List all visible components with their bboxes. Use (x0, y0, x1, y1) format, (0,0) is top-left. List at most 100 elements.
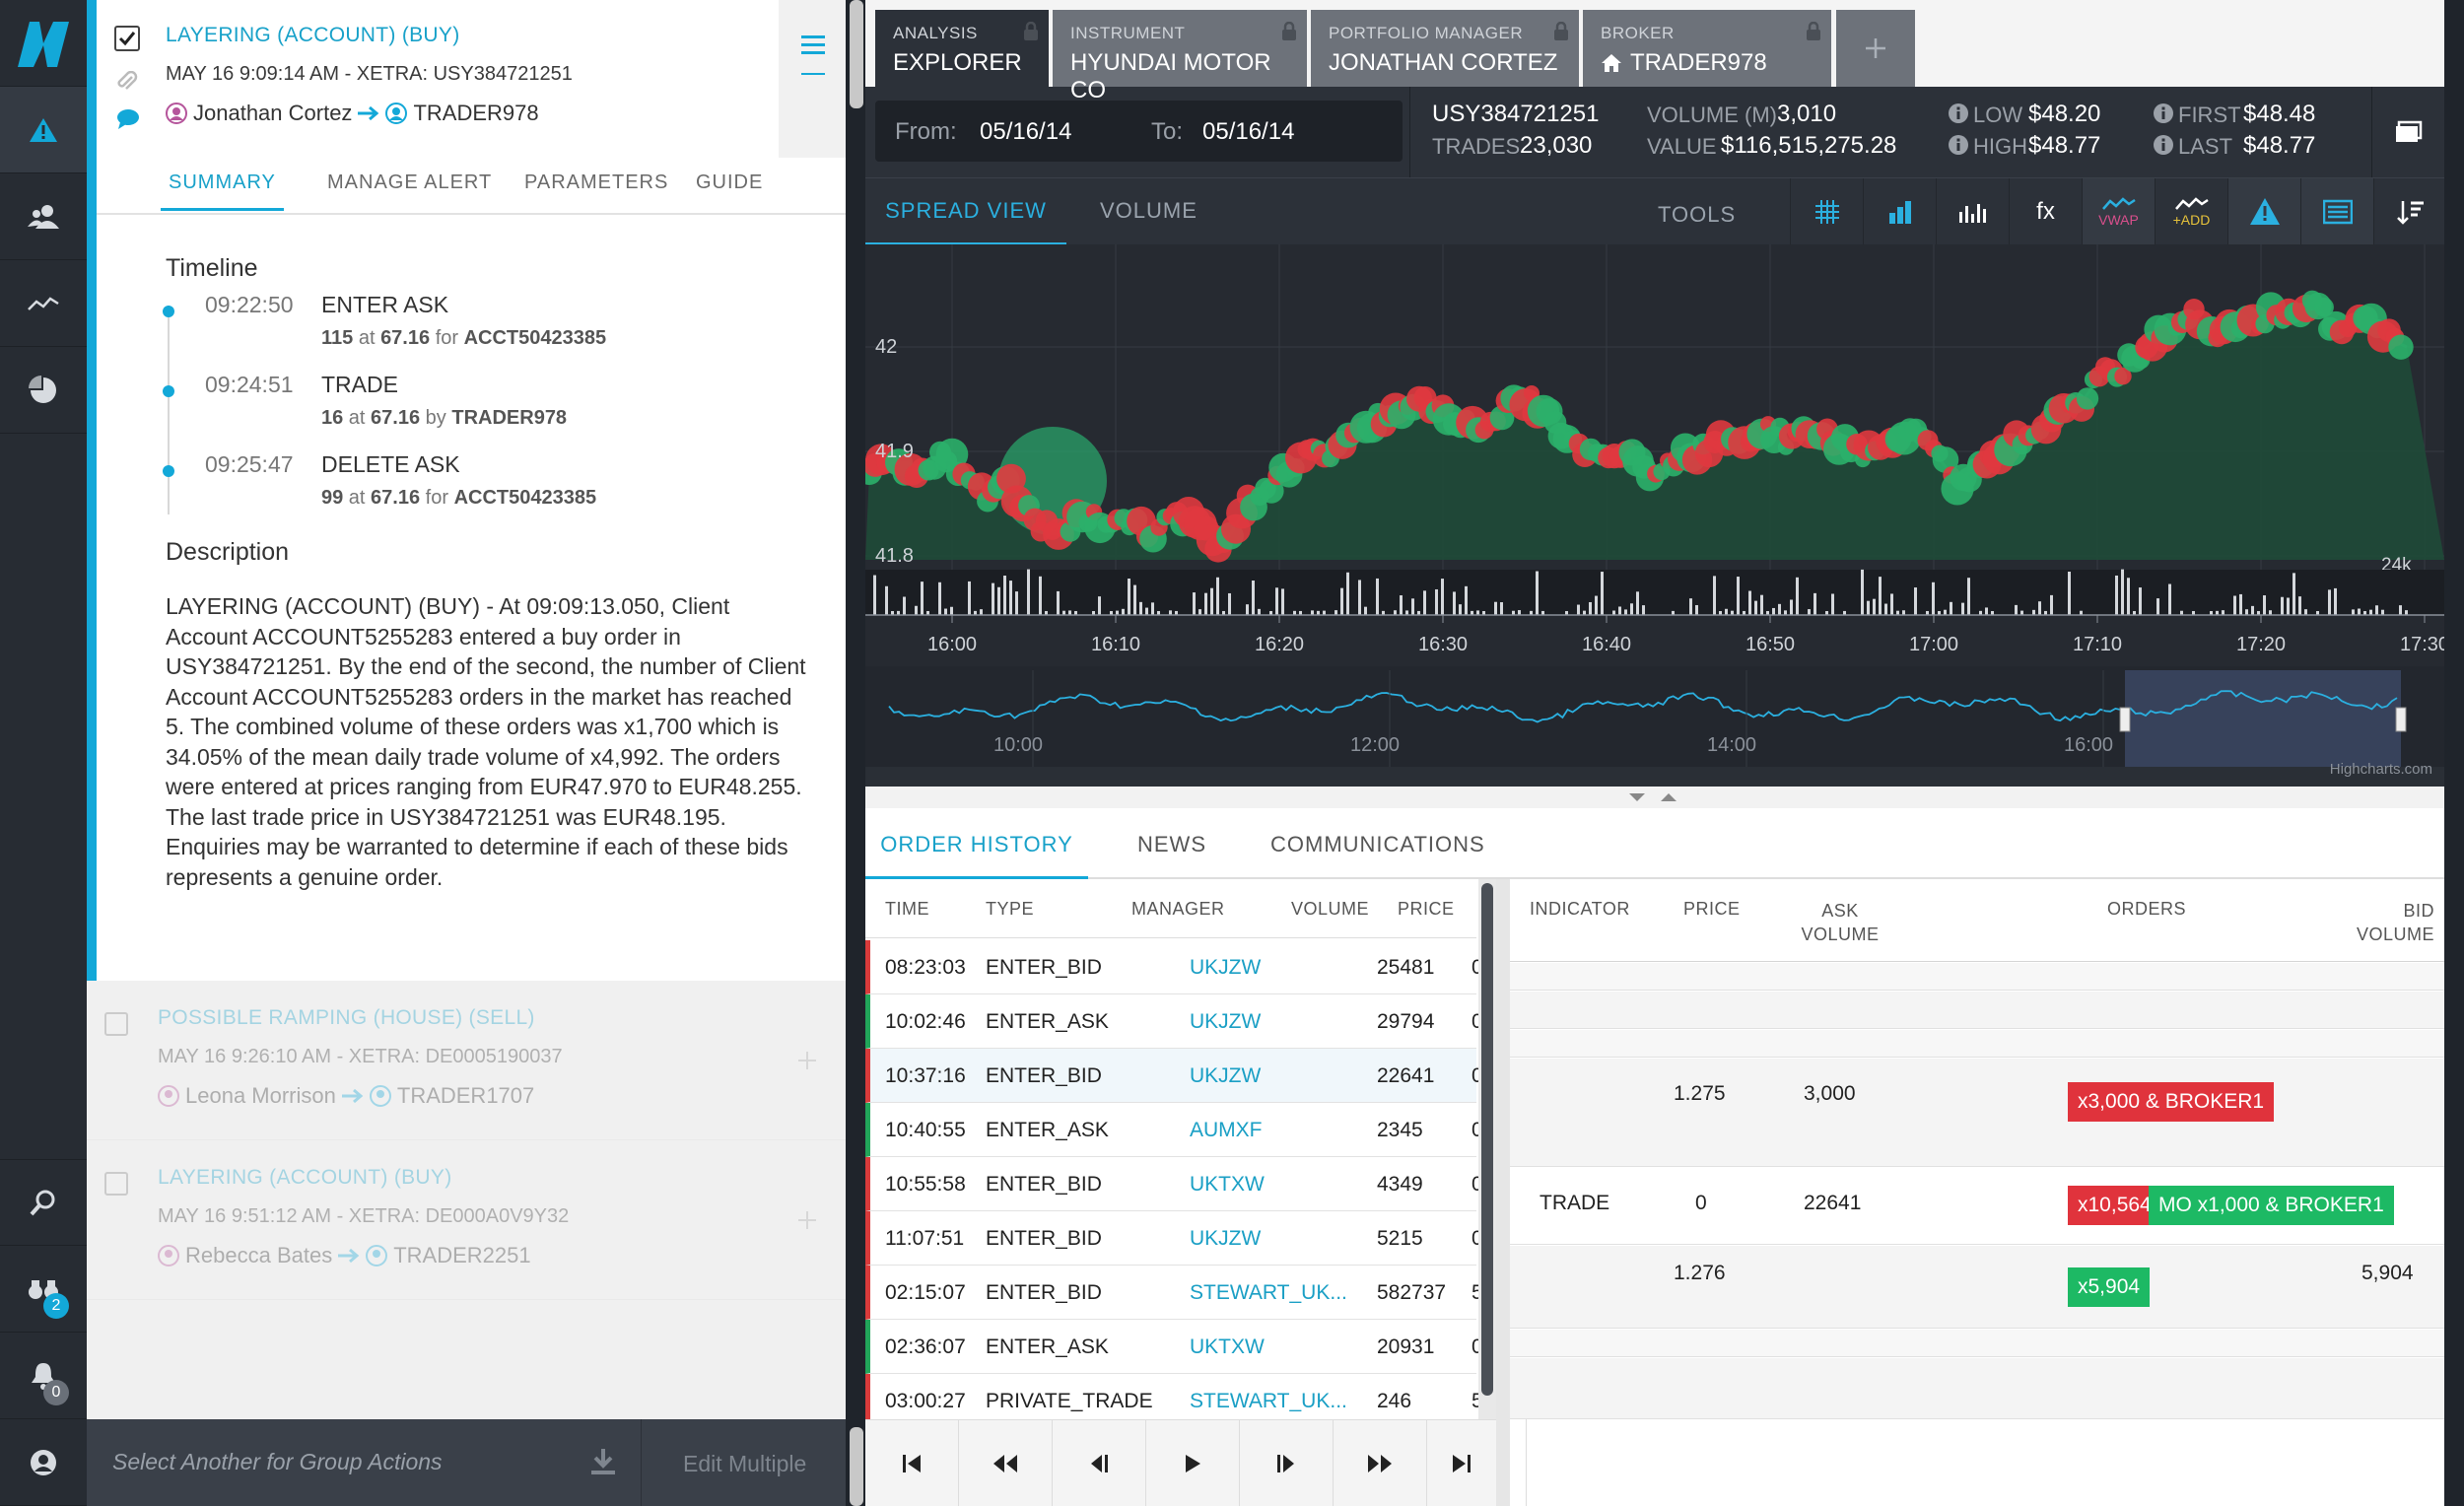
context-tab-analysis[interactable]: ANALYSIS EXPLORER (875, 10, 1049, 87)
order-manager-link[interactable]: UKJZW (1190, 956, 1262, 979)
skip-end-icon[interactable] (1427, 1420, 1496, 1506)
sort-icon[interactable] (2373, 178, 2446, 245)
tab-news[interactable]: NEWS (1137, 832, 1206, 856)
bid-order-chip[interactable]: x5,904 (2068, 1267, 2151, 1307)
order-row[interactable]: 10:37:16 ENTER_BID UKJZW 22641 0 (865, 1049, 1483, 1103)
order-manager-link[interactable]: UKTXW (1190, 1173, 1265, 1196)
splitter[interactable] (865, 787, 2444, 808)
col-indicator[interactable]: INDICATOR (1530, 899, 1630, 919)
fast-forward-icon[interactable] (1334, 1420, 1427, 1506)
order-row[interactable]: 02:36:07 ENTER_ASK UKTXW 20931 0 (865, 1320, 1483, 1374)
left-scrollbar[interactable] (850, 0, 863, 108)
bar-chart-icon[interactable] (1863, 178, 1936, 245)
order-manager-link[interactable]: UKJZW (1190, 1064, 1262, 1087)
tab-spread-view[interactable]: SPREAD VIEW (865, 198, 1066, 245)
edit-multiple-button[interactable]: Edit Multiple (683, 1451, 807, 1476)
tab-guide[interactable]: GUIDE (696, 171, 764, 193)
tab-volume[interactable]: VOLUME (1100, 198, 1198, 223)
ladder-row[interactable]: 1.276 x5,904 5,904 (1510, 1246, 2444, 1329)
order-manager-link[interactable]: UKTXW (1190, 1335, 1265, 1358)
order-manager-link[interactable]: STEWART_UK... (1190, 1281, 1347, 1304)
alert-card[interactable]: LAYERING (ACCOUNT) (BUY) MAY 16 9:51:12 … (87, 1140, 846, 1300)
expand-icon[interactable] (796, 1050, 818, 1071)
profile-icon[interactable] (0, 1419, 87, 1506)
nav-analytics-icon[interactable] (0, 260, 87, 347)
nav-alerts-icon[interactable] (0, 87, 87, 173)
rewind-icon[interactable] (959, 1420, 1053, 1506)
col-manager[interactable]: MANAGER (1131, 899, 1225, 919)
col-ask-volume[interactable]: ASK VOLUME (1801, 901, 1880, 944)
col-type[interactable]: TYPE (986, 899, 1035, 919)
alert-menu[interactable] (779, 0, 846, 158)
order-row[interactable]: 10:40:55 ENTER_ASK AUMXF 2345 0 (865, 1103, 1483, 1157)
to-date[interactable]: 05/16/14 (1202, 118, 1295, 145)
nav-users-icon[interactable] (0, 173, 87, 260)
play-icon[interactable] (1146, 1420, 1240, 1506)
assigned-to[interactable]: TRADER978 (413, 101, 539, 125)
expand-icon[interactable] (796, 1209, 818, 1231)
context-tab-portfolio-manager[interactable]: PORTFOLIO MANAGER JONATHAN CORTEZ (1311, 10, 1579, 87)
date-range[interactable]: From: 05/16/14 To: 05/16/14 (875, 101, 1403, 162)
left-scrollbar-bottom[interactable] (850, 1427, 863, 1506)
context-tab-broker[interactable]: BROKER TRADER978 (1583, 10, 1831, 87)
order-row[interactable]: 02:15:07 ENTER_BID STEWART_UK... 582737 … (865, 1266, 1483, 1320)
add-context-button[interactable] (1836, 10, 1915, 87)
alert-marker-icon[interactable] (2227, 178, 2300, 245)
assigned-to[interactable]: TRADER2251 (393, 1243, 531, 1267)
assigned-to[interactable]: TRADER1707 (396, 1083, 535, 1108)
order-manager-link[interactable]: STEWART_UK... (1190, 1390, 1347, 1412)
alert-card-selected[interactable]: LAYERING (ACCOUNT) (BUY) MAY 16 9:09:14 … (87, 0, 846, 981)
col-bid-volume[interactable]: BID VOLUME (2356, 901, 2434, 944)
assigned-from[interactable]: Jonathan Cortez (193, 101, 353, 125)
col-ladder-price[interactable]: PRICE (1683, 899, 1741, 919)
col-volume[interactable]: VOLUME (1291, 899, 1370, 919)
order-row[interactable]: 11:07:51 ENTER_BID UKJZW 5215 0 (865, 1211, 1483, 1266)
tab-order-history[interactable]: ORDER HISTORY (865, 832, 1088, 879)
search-icon[interactable] (0, 1159, 87, 1246)
ask-order-chip[interactable]: x3,000 & BROKER1 (2068, 1082, 2275, 1122)
volume-bars-icon[interactable] (1936, 178, 2009, 245)
tab-communications[interactable]: COMMUNICATIONS (1270, 832, 1485, 856)
add-indicator-button[interactable]: +ADD (2155, 178, 2227, 245)
ladder-row[interactable]: 1.275 3,000 x3,000 & BROKER1 (1510, 1059, 2444, 1167)
bell-icon[interactable]: 0 (0, 1333, 87, 1419)
context-tab-instrument[interactable]: INSTRUMENT HYUNDAI MOTOR CO (1053, 10, 1307, 103)
alert-checkbox[interactable] (114, 26, 140, 51)
step-forward-icon[interactable] (1240, 1420, 1334, 1506)
col-time[interactable]: TIME (885, 899, 929, 919)
fx-button[interactable]: fx (2009, 178, 2082, 245)
order-manager-link[interactable]: AUMXF (1190, 1119, 1263, 1141)
orders-scrollbar[interactable] (1481, 883, 1493, 1396)
download-icon[interactable] (589, 1447, 617, 1476)
grid-icon[interactable] (1790, 178, 1863, 245)
trade-market-order-chip[interactable]: MO x1,000 & BROKER1 (2149, 1186, 2394, 1225)
assigned-from[interactable]: Rebecca Bates (185, 1243, 333, 1267)
vwap-button[interactable]: VWAP (2082, 178, 2155, 245)
tab-summary[interactable]: SUMMARY (161, 171, 284, 211)
expand-window-icon[interactable] (2371, 87, 2444, 177)
ladder-row-trade[interactable]: TRADE 0 22641 x10,564 MO x1,000 & BROKER… (1510, 1168, 2444, 1245)
alert-card[interactable]: POSSIBLE RAMPING (HOUSE) (SELL) MAY 16 9… (87, 981, 846, 1140)
order-manager-link[interactable]: UKJZW (1190, 1227, 1262, 1250)
news-icon[interactable] (2300, 178, 2373, 245)
order-manager-link[interactable]: UKJZW (1190, 1010, 1262, 1033)
col-price[interactable]: PRICE (1398, 899, 1455, 919)
assigned-from[interactable]: Leona Morrison (185, 1083, 336, 1108)
alert-checkbox[interactable] (104, 1012, 128, 1036)
nav-reports-icon[interactable] (0, 347, 87, 434)
logo-icon[interactable] (0, 0, 87, 87)
order-row[interactable]: 10:55:58 ENTER_BID UKTXW 4349 0 (865, 1157, 1483, 1211)
order-row[interactable]: 03:00:27 PRIVATE_TRADE STEWART_UK... 246… (865, 1374, 1483, 1428)
skip-start-icon[interactable] (865, 1420, 959, 1506)
tab-manage-alert[interactable]: MANAGE ALERT (327, 171, 493, 193)
order-row[interactable]: 08:23:03 ENTER_BID UKJZW 25481 0 (865, 940, 1483, 994)
comment-icon[interactable] (116, 108, 140, 130)
attachment-icon[interactable] (116, 71, 138, 93)
binoculars-icon[interactable]: 2 (0, 1246, 87, 1333)
alert-checkbox[interactable] (104, 1172, 128, 1196)
step-back-icon[interactable] (1053, 1420, 1146, 1506)
col-orders[interactable]: ORDERS (2107, 899, 2187, 919)
order-row[interactable]: 10:02:46 ENTER_ASK UKJZW 29794 0 (865, 994, 1483, 1049)
trade-ask-chip[interactable]: x10,564 (2068, 1186, 2161, 1225)
menu-icon[interactable] (801, 34, 825, 57)
